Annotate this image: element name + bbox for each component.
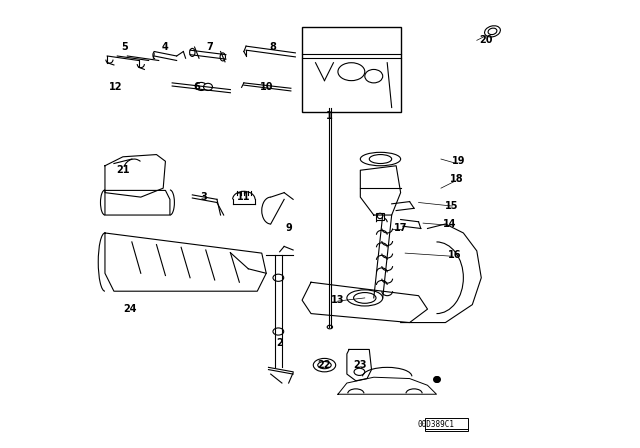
Bar bbox=[425, 418, 468, 431]
Ellipse shape bbox=[354, 368, 365, 375]
Ellipse shape bbox=[354, 293, 376, 303]
Ellipse shape bbox=[314, 358, 336, 372]
Text: 10: 10 bbox=[259, 82, 273, 92]
Text: 17: 17 bbox=[394, 224, 408, 233]
Text: 24: 24 bbox=[123, 304, 136, 314]
Text: 7: 7 bbox=[207, 42, 214, 52]
Ellipse shape bbox=[196, 82, 207, 90]
Ellipse shape bbox=[204, 83, 212, 90]
Text: 15: 15 bbox=[445, 201, 459, 211]
Ellipse shape bbox=[220, 53, 225, 61]
Text: 1: 1 bbox=[326, 112, 332, 121]
Ellipse shape bbox=[327, 325, 333, 329]
Text: 19: 19 bbox=[452, 156, 466, 166]
Text: 23: 23 bbox=[353, 360, 367, 370]
Text: 2: 2 bbox=[276, 338, 283, 348]
Ellipse shape bbox=[273, 328, 284, 335]
Ellipse shape bbox=[317, 362, 332, 369]
Text: 4: 4 bbox=[162, 42, 169, 52]
Text: 3: 3 bbox=[200, 192, 207, 202]
Text: 14: 14 bbox=[443, 219, 457, 229]
Text: 21: 21 bbox=[116, 165, 130, 175]
Text: 5: 5 bbox=[122, 42, 129, 52]
Text: 13: 13 bbox=[331, 295, 345, 305]
Text: 18: 18 bbox=[450, 174, 463, 184]
Ellipse shape bbox=[360, 152, 401, 166]
Bar bbox=[376, 213, 384, 220]
Text: 20: 20 bbox=[479, 35, 493, 45]
Ellipse shape bbox=[484, 26, 500, 37]
Text: 00D389C1: 00D389C1 bbox=[418, 420, 455, 429]
Ellipse shape bbox=[347, 290, 383, 306]
Text: 16: 16 bbox=[447, 250, 461, 260]
Text: 8: 8 bbox=[269, 42, 276, 52]
Text: 12: 12 bbox=[109, 82, 123, 92]
Text: 6: 6 bbox=[193, 82, 200, 92]
Ellipse shape bbox=[338, 63, 365, 81]
Text: 11: 11 bbox=[237, 192, 251, 202]
Ellipse shape bbox=[189, 48, 195, 56]
Ellipse shape bbox=[378, 213, 383, 219]
Ellipse shape bbox=[369, 155, 392, 164]
Ellipse shape bbox=[365, 69, 383, 83]
Ellipse shape bbox=[273, 274, 284, 281]
Text: 9: 9 bbox=[285, 224, 292, 233]
Text: 22: 22 bbox=[317, 360, 332, 370]
Bar bbox=[302, 27, 401, 112]
Ellipse shape bbox=[488, 28, 497, 34]
